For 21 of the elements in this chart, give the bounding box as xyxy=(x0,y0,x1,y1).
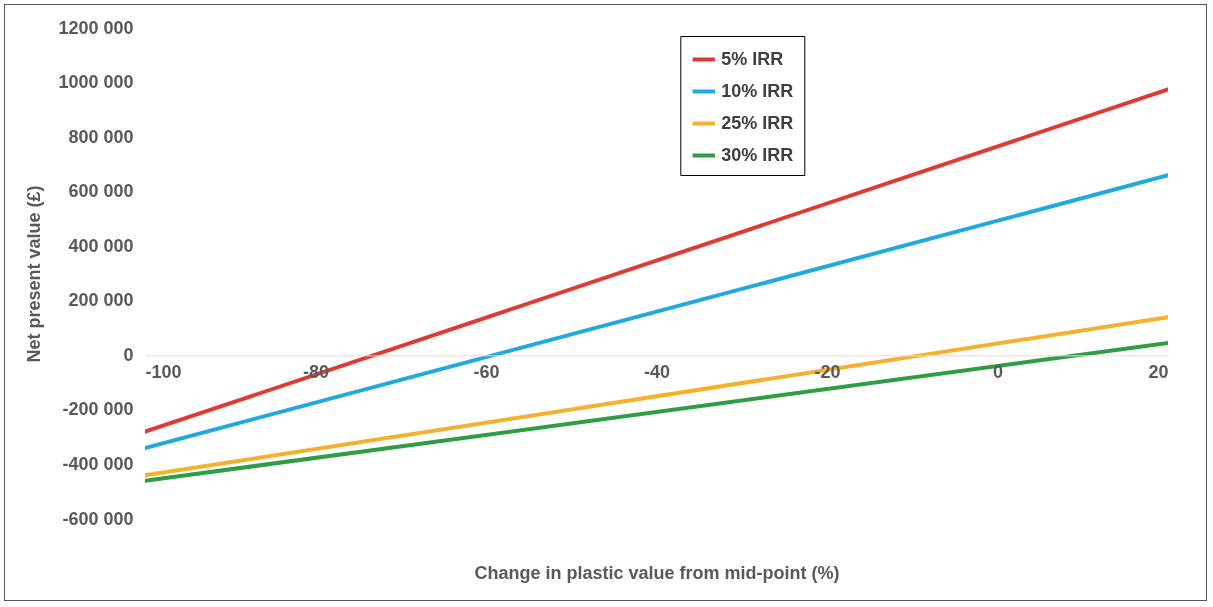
x-tick-label: -100 xyxy=(145,361,182,382)
x-axis-title: Change in plastic value from mid-point (%) xyxy=(474,562,840,583)
legend-label: 10% IRR xyxy=(721,80,794,101)
x-tick-label: -40 xyxy=(643,361,671,382)
y-tick-label: 600 000 xyxy=(68,181,134,202)
x-tick-label: 0 xyxy=(992,361,1004,382)
y-tick-label: -400 000 xyxy=(62,453,134,474)
y-tick-label: -600 000 xyxy=(62,508,134,529)
y-tick-label: 1000 000 xyxy=(58,72,134,93)
legend-label: 5% IRR xyxy=(721,48,784,69)
y-tick-label: 0 xyxy=(123,344,134,365)
y-tick-label: 800 000 xyxy=(68,126,134,147)
y-tick-label: 200 000 xyxy=(68,290,134,311)
legend-label: 30% IRR xyxy=(721,144,794,165)
x-tick-label: 20 xyxy=(1148,361,1169,382)
x-tick-label: -60 xyxy=(473,361,500,382)
y-tick-label: 400 000 xyxy=(68,235,134,256)
y-tick-label: -200 000 xyxy=(62,399,134,420)
legend-label: 25% IRR xyxy=(721,112,794,133)
y-tick-label: 1200 000 xyxy=(58,17,134,38)
y-axis-title: Net present value (£) xyxy=(24,185,45,363)
